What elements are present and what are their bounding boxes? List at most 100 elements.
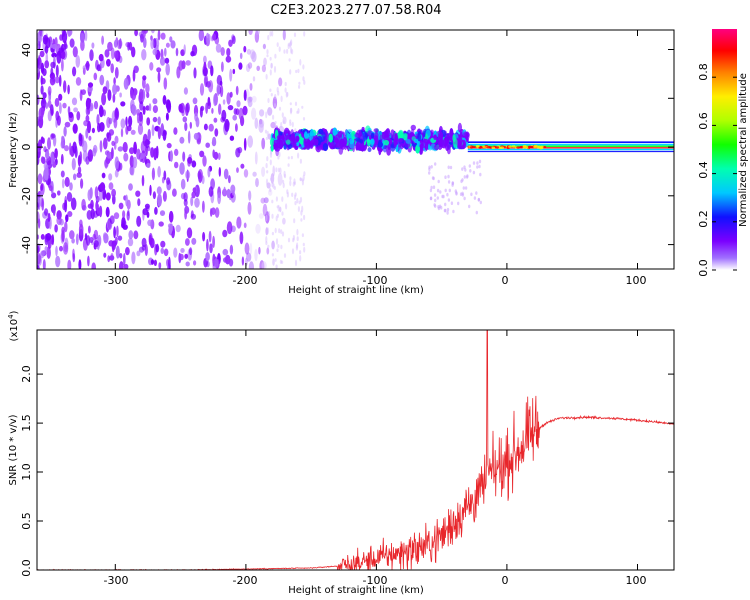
snr-panel: -300 -200 -100 0 100 Height of straight …: [7, 310, 675, 596]
heatmap-cell: [131, 251, 136, 265]
heatmap-cell: [157, 193, 162, 207]
top-x-axis-label: Height of straight line (km): [288, 285, 424, 296]
heatmap-cell: [430, 185, 433, 190]
heatmap-cell: [136, 112, 140, 124]
heatmap-cell: [479, 146, 483, 149]
heatmap-cell: [226, 92, 231, 105]
heatmap-cell: [93, 72, 98, 81]
heatmap-cell: [72, 123, 78, 134]
heatmap-cell: [271, 240, 275, 250]
heatmap-cell: [156, 67, 162, 73]
heatmap-cell: [136, 215, 142, 227]
heatmap-cell: [417, 133, 422, 142]
heatmap-cell: [208, 230, 212, 243]
heatmap-cell: [152, 116, 158, 123]
heatmap-cell: [218, 167, 221, 177]
heatmap-cell: [157, 166, 161, 178]
heatmap-cell: [119, 261, 124, 269]
heatmap-cell: [99, 106, 104, 118]
heatmap-cell: [112, 93, 116, 103]
heatmap-cell: [511, 145, 516, 148]
heatmap-cell: [37, 245, 40, 254]
heatmap-cell: [87, 189, 92, 202]
heatmap-cell: [142, 133, 148, 147]
heatmap-cell: [199, 150, 205, 158]
heatmap-cell: [60, 50, 66, 60]
heatmap-cell: [55, 64, 59, 78]
heatmap-cell: [434, 162, 437, 166]
heatmap-cell: [185, 103, 189, 117]
heatmap-cell: [104, 49, 110, 58]
heatmap-cell: [345, 129, 349, 137]
heatmap-cell: [197, 169, 203, 182]
heatmap-cell: [40, 250, 46, 256]
heatmap-cell: [88, 135, 92, 141]
heatmap-cell: [516, 146, 520, 149]
heatmap-cell: [114, 156, 120, 170]
heatmap-cell: [233, 108, 238, 115]
heatmap-cell: [473, 196, 477, 200]
heatmap-cell: [47, 212, 51, 222]
heatmap-cell: [45, 102, 48, 109]
heatmap-cell: [309, 140, 314, 148]
heatmap-cell: [127, 42, 130, 51]
heatmap-cell: [195, 117, 200, 128]
spectrogram-panel: -300 -200 -100 0 100 Height of straight …: [8, 29, 675, 296]
heatmap-cell: [264, 209, 267, 215]
snr-frame: [36, 329, 675, 571]
heatmap-cell: [274, 121, 277, 124]
heatmap-cell: [226, 47, 231, 57]
heatmap-cell: [50, 109, 54, 116]
heatmap-cell: [478, 164, 481, 169]
heatmap-cell: [290, 47, 293, 54]
heatmap-cell: [410, 124, 416, 131]
heatmap-cell: [152, 48, 158, 56]
heatmap-cell: [184, 122, 188, 132]
top-y-tick-label: -20: [20, 187, 33, 205]
heatmap-cell: [128, 41, 133, 51]
heatmap-cell: [447, 165, 450, 170]
heatmap-cell: [82, 140, 88, 153]
heatmap-cell: [289, 180, 292, 187]
heatmap-cell: [80, 178, 84, 189]
heatmap-cell: [130, 88, 134, 99]
heatmap-cell: [229, 68, 233, 82]
heatmap-cell: [62, 80, 67, 93]
heatmap-cell: [460, 179, 463, 184]
heatmap-cell: [157, 116, 161, 125]
heatmap-cell: [275, 238, 279, 245]
heatmap-cell: [185, 261, 190, 267]
heatmap-cell: [183, 44, 186, 55]
heatmap-cell: [428, 165, 431, 170]
heatmap-cell: [247, 135, 253, 148]
heatmap-cell: [137, 123, 144, 135]
heatmap-cell: [236, 100, 241, 108]
heatmap-cell: [457, 141, 463, 150]
heatmap-cell: [42, 92, 47, 99]
heatmap-cell: [144, 203, 150, 209]
heatmap-cell: [444, 188, 447, 193]
heatmap-cell: [122, 141, 128, 153]
heatmap-cell: [208, 123, 214, 132]
heatmap-cell: [274, 258, 277, 262]
heatmap-cell: [439, 190, 442, 194]
heatmap-cell: [255, 177, 259, 188]
heatmap-cell: [114, 135, 119, 144]
heatmap-cell: [113, 39, 118, 48]
heatmap-cell: [61, 30, 68, 44]
heatmap-cell: [229, 244, 234, 255]
heatmap-cell: [166, 177, 171, 185]
heatmap-cell: [251, 95, 257, 103]
heatmap-cell: [64, 121, 71, 128]
heatmap-cell: [168, 210, 174, 223]
heatmap-cell: [314, 138, 319, 146]
heatmap-cell: [112, 83, 118, 96]
heatmap-cell: [432, 176, 435, 181]
heatmap-cell: [175, 224, 181, 233]
heatmap-cell: [37, 155, 40, 166]
heatmap-cell: [118, 202, 124, 210]
heatmap-cell: [142, 105, 146, 115]
heatmap-cell: [147, 219, 153, 227]
heatmap-cell: [190, 213, 196, 220]
heatmap-cell: [175, 47, 179, 57]
